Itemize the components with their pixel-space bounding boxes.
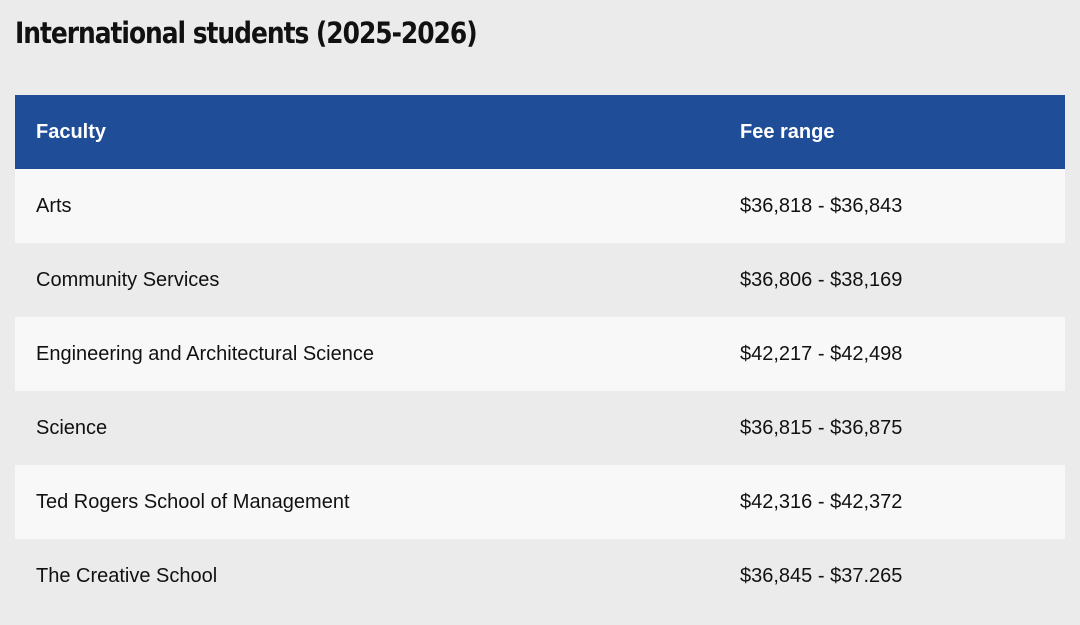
fee-range-cell: $36,815 - $36,875 bbox=[719, 391, 1065, 465]
fee-range-cell: $36,818 - $36,843 bbox=[719, 169, 1065, 243]
fee-range-cell: $42,316 - $42,372 bbox=[719, 465, 1065, 539]
column-header-fee-range: Fee range bbox=[719, 95, 1065, 169]
fee-range-cell: $42,217 - $42,498 bbox=[719, 317, 1065, 391]
table-body: Arts $36,818 - $36,843 Community Service… bbox=[15, 169, 1065, 613]
fee-range-cell: $36,845 - $37.265 bbox=[719, 539, 1065, 613]
table-header-row: Faculty Fee range bbox=[15, 95, 1065, 169]
fee-range-cell: $36,806 - $38,169 bbox=[719, 243, 1065, 317]
faculty-cell: Arts bbox=[15, 169, 719, 243]
table-row: Engineering and Architectural Science $4… bbox=[15, 317, 1065, 391]
page-title: International students (2025-2026) bbox=[15, 16, 478, 50]
table-row: Community Services $36,806 - $38,169 bbox=[15, 243, 1065, 317]
table-row: Arts $36,818 - $36,843 bbox=[15, 169, 1065, 243]
table-row: The Creative School $36,845 - $37.265 bbox=[15, 539, 1065, 613]
table-header: Faculty Fee range bbox=[15, 95, 1065, 169]
faculty-cell: Ted Rogers School of Management bbox=[15, 465, 719, 539]
faculty-cell: The Creative School bbox=[15, 539, 719, 613]
fee-table: Faculty Fee range Arts $36,818 - $36,843… bbox=[15, 95, 1065, 613]
column-header-faculty: Faculty bbox=[15, 95, 719, 169]
table-row: Ted Rogers School of Management $42,316 … bbox=[15, 465, 1065, 539]
faculty-cell: Science bbox=[15, 391, 719, 465]
table-row: Science $36,815 - $36,875 bbox=[15, 391, 1065, 465]
faculty-cell: Engineering and Architectural Science bbox=[15, 317, 719, 391]
faculty-cell: Community Services bbox=[15, 243, 719, 317]
